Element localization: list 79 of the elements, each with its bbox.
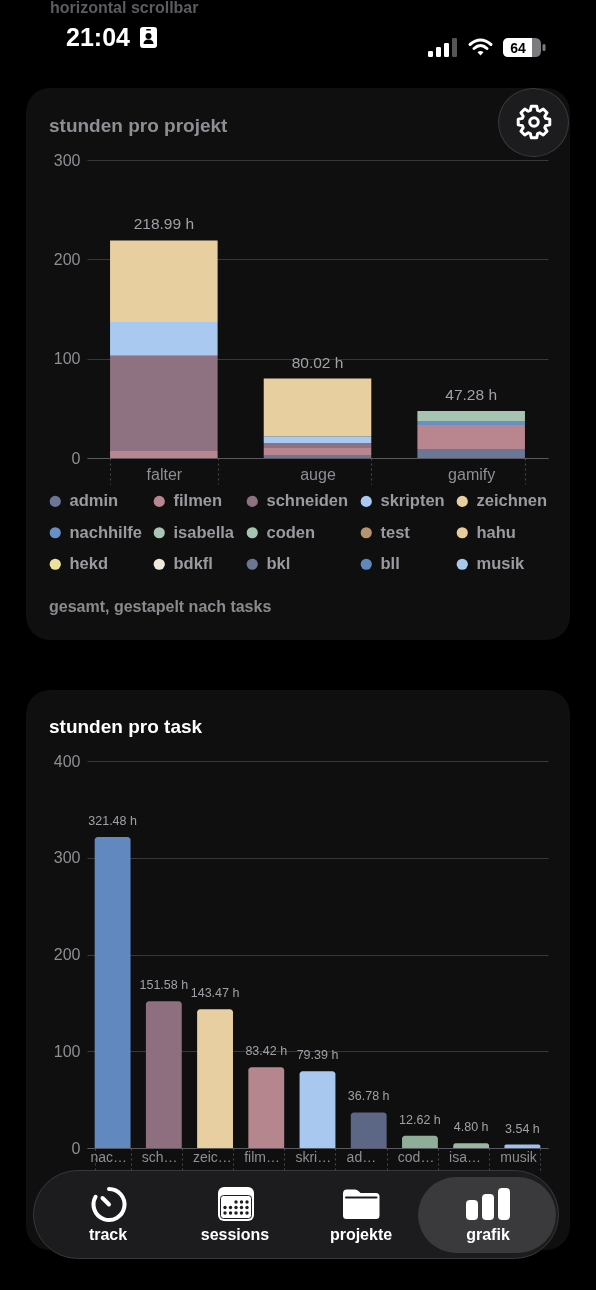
legend-label: nachhilfe (69, 522, 142, 541)
bar (145, 1001, 182, 1148)
x-tick-label: zeic… (192, 1148, 232, 1165)
x-tick-label: cod… (397, 1148, 435, 1165)
bar (110, 451, 218, 458)
x-tick-label: auge (300, 465, 336, 483)
legend-label: hahu (476, 522, 516, 541)
chart-title: stunden pro task (49, 716, 203, 737)
data-label: 143.47 h (190, 986, 240, 1001)
legend-label: schneiden (266, 491, 349, 510)
x-tick-label: musik (500, 1148, 538, 1165)
legend-label: admin (69, 491, 119, 510)
legend-label: filmen (173, 491, 223, 510)
bar (417, 449, 525, 458)
bar (299, 1071, 336, 1148)
text: 21:04 (66, 22, 130, 52)
text: 64 (510, 39, 526, 56)
bar (110, 240, 218, 322)
bar (197, 1009, 233, 1148)
total-label: 218.99 h (133, 215, 195, 233)
text: track (88, 1225, 128, 1245)
bar (417, 411, 525, 421)
bar (402, 1135, 438, 1148)
total-label: 47.28 h (445, 386, 498, 404)
x-tick-label: falter (146, 465, 183, 483)
bar (263, 448, 372, 456)
data-label: 4.80 h (453, 1120, 489, 1135)
y-tick-label: 100 (53, 350, 81, 368)
x-tick-label: skri… (295, 1148, 332, 1165)
text: sessions (200, 1225, 270, 1245)
bar (417, 424, 525, 450)
legend-label: test (380, 522, 411, 541)
bar (263, 378, 372, 437)
text: horizontal scrollbar (50, 0, 199, 18)
x-tick-label: gamify (448, 465, 496, 483)
text: projekte (329, 1225, 393, 1245)
y-tick-label: 400 (53, 752, 81, 770)
legend-label: hekd (69, 554, 109, 573)
y-tick-label: 200 (53, 250, 81, 268)
bar (94, 836, 131, 1148)
y-tick-label: 100 (53, 1042, 81, 1060)
bar (417, 420, 525, 425)
y-tick-label: 0 (71, 449, 81, 467)
x-tick-label: film… (244, 1148, 280, 1165)
bar (263, 436, 372, 444)
y-tick-label: 300 (53, 849, 81, 867)
x-tick-label: sch… (141, 1148, 178, 1165)
x-tick-label: isa… (449, 1148, 481, 1165)
bar (453, 1143, 490, 1148)
data-label: 79.39 h (296, 1048, 339, 1063)
legend-label: bkl (266, 554, 291, 573)
data-label: 36.78 h (347, 1089, 390, 1104)
legend-label: bdkfl (173, 554, 213, 573)
text: gesamt, gestapelt nach tasks (49, 597, 272, 617)
data-label: 12.62 h (399, 1112, 441, 1127)
legend-label: zeichnen (476, 491, 548, 510)
legend-label: bll (380, 554, 400, 573)
x-tick-label: ad… (346, 1148, 377, 1165)
legend-label: coden (266, 522, 316, 541)
legend-label: isabella (173, 522, 235, 541)
bar (110, 355, 218, 452)
data-label: 151.58 h (139, 978, 189, 993)
data-label: 3.54 h (505, 1121, 540, 1136)
legend-label: skripten (380, 491, 445, 510)
y-tick-label: 0 (71, 1139, 81, 1157)
total-label: 80.02 h (291, 353, 344, 371)
x-tick-label: nac… (90, 1148, 128, 1165)
bar (350, 1112, 387, 1148)
data-label: 83.42 h (245, 1044, 288, 1059)
text: grafik (466, 1225, 510, 1245)
bar (248, 1067, 285, 1148)
legend-label: musik (476, 554, 526, 573)
data-label: 321.48 h (88, 813, 137, 828)
bar (263, 455, 372, 458)
bar (263, 443, 372, 449)
y-tick-label: 300 (53, 151, 81, 169)
y-tick-label: 200 (53, 946, 81, 963)
chart-title: stunden pro projekt (49, 115, 229, 136)
bar (110, 321, 218, 356)
